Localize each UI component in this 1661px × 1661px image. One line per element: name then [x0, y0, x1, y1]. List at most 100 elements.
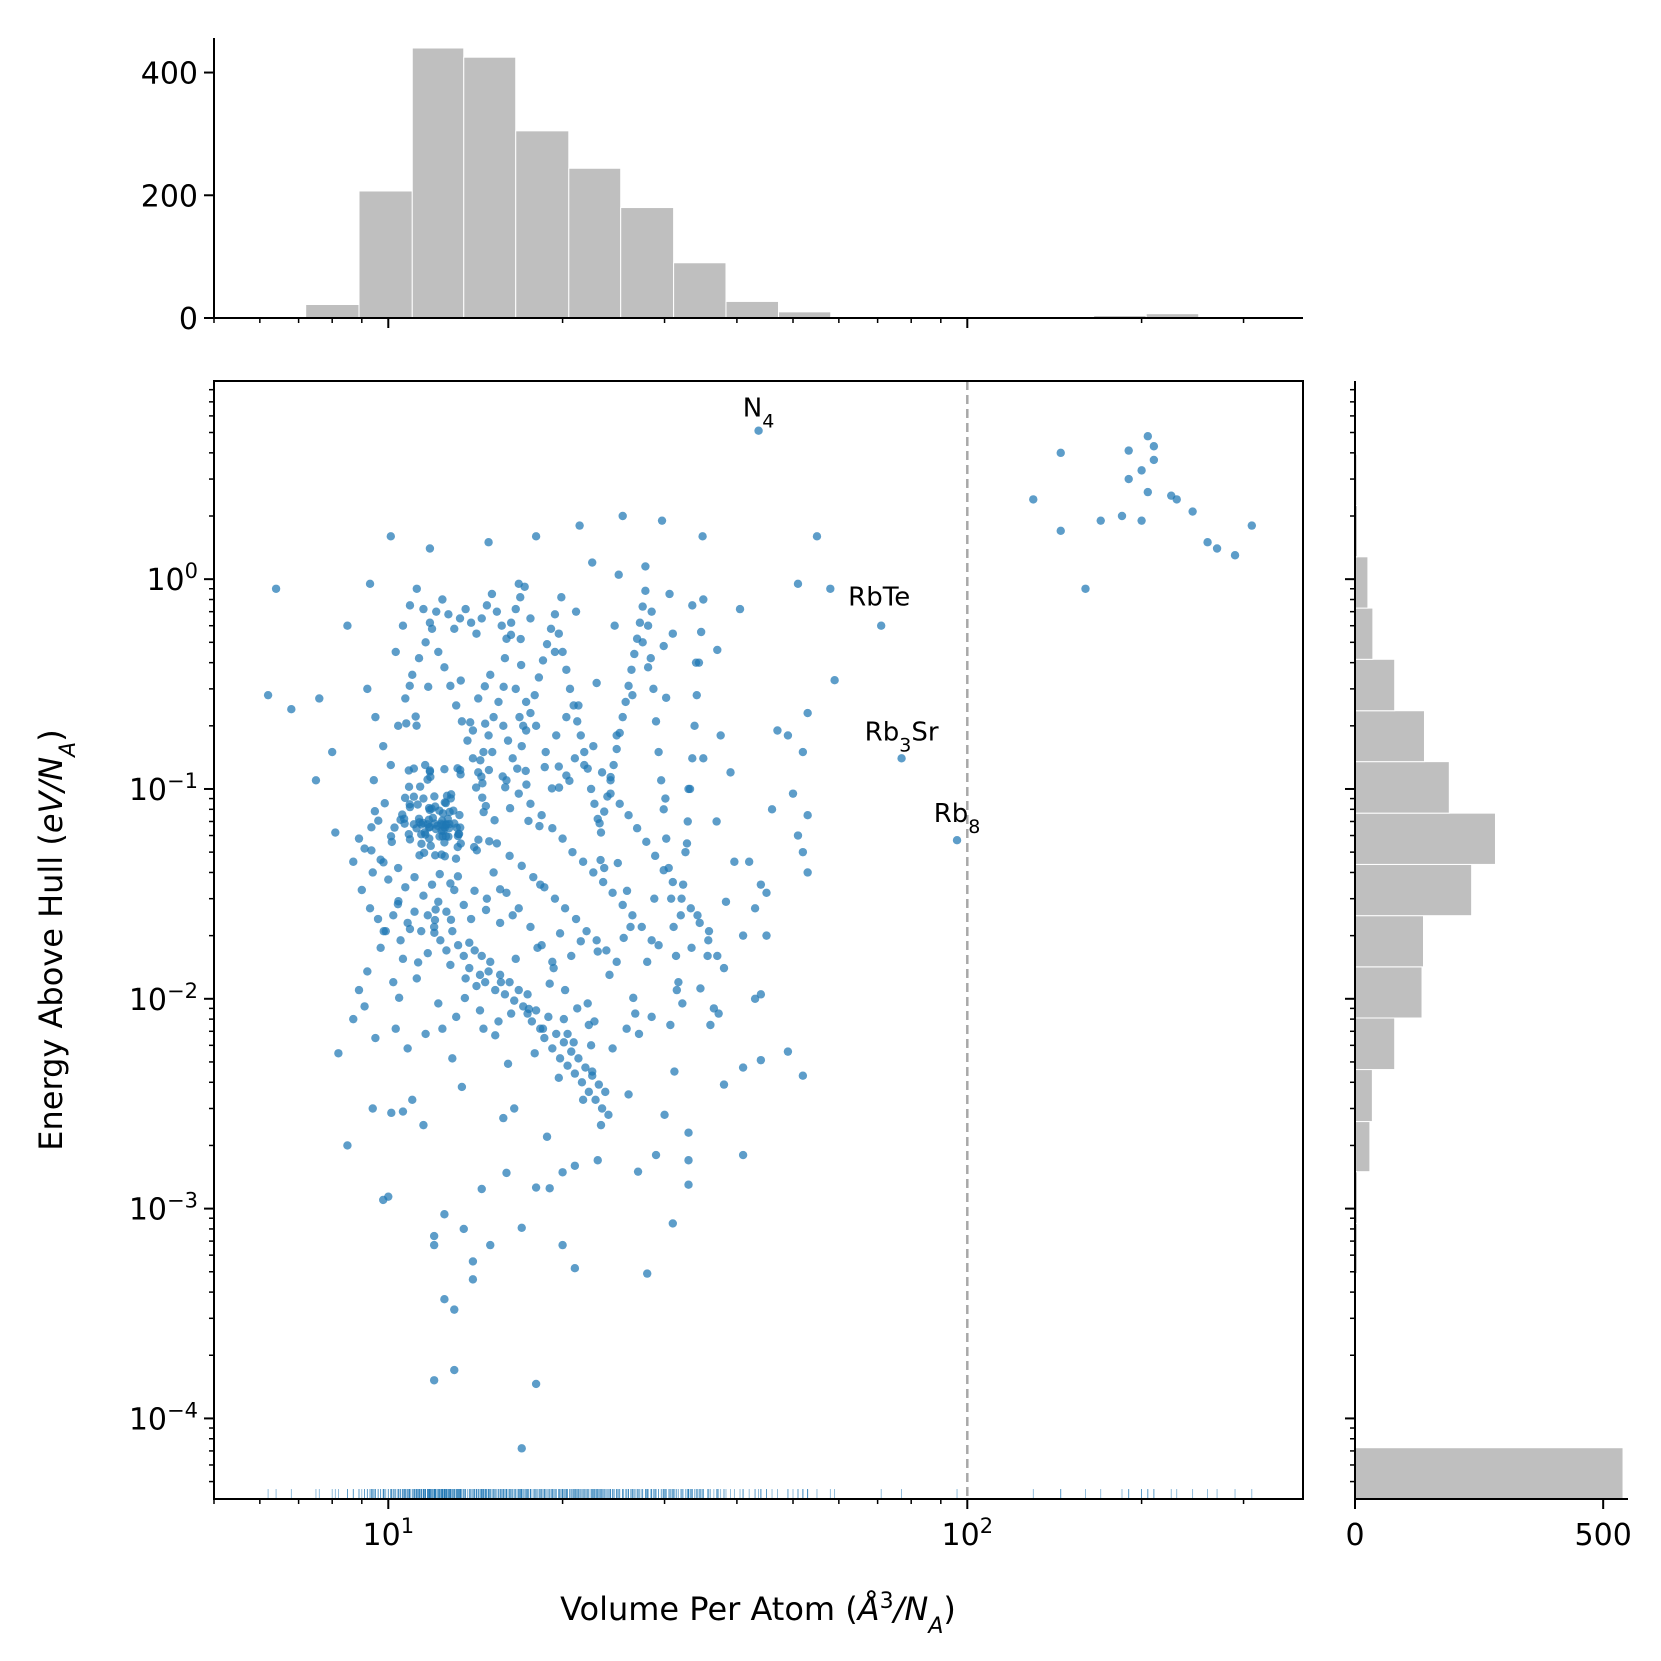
scatter-point	[472, 981, 481, 991]
scatter-point	[668, 877, 677, 887]
scatter-point	[417, 839, 426, 849]
scatter-point	[554, 629, 563, 638]
scatter-point	[505, 851, 514, 861]
scatter-point	[485, 837, 494, 846]
scatter-point	[605, 970, 614, 980]
scatter-point	[713, 951, 722, 961]
scatter-point	[531, 1379, 541, 1389]
scatter-point	[610, 621, 619, 630]
right-histogram-bar	[1354, 1069, 1373, 1123]
scatter-point	[1143, 432, 1153, 441]
right-histogram-axes: 0 500	[1345, 381, 1632, 1553]
scatter-point	[432, 607, 441, 616]
scatter-point	[466, 914, 476, 924]
scatter-point	[721, 897, 731, 906]
scatter-point	[678, 999, 687, 1008]
scatter-point	[470, 946, 479, 955]
scatter-point	[738, 1063, 748, 1072]
right-x-tick-label: 500	[1575, 1518, 1632, 1553]
scatter-point	[445, 819, 454, 829]
scatter-point	[389, 911, 398, 920]
scatter-point	[589, 741, 598, 751]
scatter-point	[499, 721, 508, 731]
scatter-point	[484, 538, 493, 547]
scatter-point	[438, 1024, 447, 1033]
scatter-point	[491, 1031, 500, 1040]
scatter-point	[492, 607, 502, 616]
scatter-point	[1081, 584, 1090, 593]
scatter-point	[511, 684, 520, 694]
scatter-point	[706, 1020, 715, 1030]
scatter-point	[550, 610, 560, 619]
y-tick-label: 10−1	[129, 769, 198, 808]
scatter-point	[661, 693, 671, 702]
scatter-point	[592, 678, 601, 688]
top-histogram-bar	[305, 304, 360, 319]
scatter-point	[465, 963, 474, 973]
top-histogram-bar	[568, 167, 622, 319]
scatter-point	[367, 823, 376, 832]
scatter-point	[455, 810, 464, 820]
scatter-point	[1117, 511, 1127, 521]
scatter-point	[548, 1044, 557, 1053]
scatter-point	[629, 993, 638, 1003]
scatter-point	[601, 1087, 610, 1097]
scatter-point	[526, 614, 535, 623]
scatter-point	[1172, 495, 1181, 504]
scatter-point	[699, 595, 708, 604]
scatter-point	[430, 915, 440, 925]
scatter-point	[726, 768, 735, 777]
scatter-point	[489, 712, 498, 722]
scatter-point	[393, 863, 403, 873]
scatter-point	[521, 726, 531, 735]
scatter-point	[519, 1002, 528, 1011]
scatter-point	[520, 582, 529, 591]
scatter-point	[1149, 442, 1159, 451]
scatter-point	[482, 894, 492, 903]
scatter-point	[716, 731, 725, 740]
scatter-point	[499, 1113, 508, 1123]
scatter-point	[438, 595, 447, 604]
scatter-point	[465, 938, 474, 947]
y-tick-label: 10−4	[129, 1398, 198, 1437]
scatter-point	[597, 1104, 607, 1113]
scatter-point	[661, 794, 670, 803]
scatter-point	[401, 694, 410, 703]
scatter-point	[408, 1095, 417, 1105]
scatter-point	[570, 1161, 580, 1170]
scatter-point	[495, 885, 505, 894]
scatter-point	[545, 979, 554, 988]
scatter-point	[570, 1263, 580, 1273]
right-histogram-bar	[1354, 1017, 1396, 1071]
scatter-point	[405, 601, 415, 610]
scatter-point	[598, 877, 608, 887]
scatter-point	[535, 821, 544, 831]
scatter-point	[686, 904, 695, 913]
scatter-point	[343, 1141, 352, 1150]
scatter-point	[952, 836, 962, 845]
scatter-point	[1188, 507, 1197, 516]
scatter-point	[641, 562, 650, 571]
scatter-point	[529, 872, 538, 882]
scatter-point	[505, 804, 515, 813]
scatter-point	[621, 697, 630, 707]
scatter-point	[444, 610, 453, 619]
scatter-point	[497, 621, 506, 630]
scatter-point	[400, 793, 410, 803]
scatter-point	[635, 618, 645, 627]
scatter-point	[646, 654, 655, 663]
scatter-point	[558, 834, 567, 843]
scatter-point	[459, 951, 468, 961]
top-y-tick-label: 0	[179, 302, 198, 337]
scatter-point	[671, 951, 681, 961]
scatter-point	[429, 1240, 439, 1250]
scatter-point	[480, 719, 490, 728]
scatter-point	[517, 861, 526, 871]
scatter-point	[548, 957, 557, 967]
scatter-point	[555, 929, 565, 938]
scatter-point	[486, 670, 495, 680]
scatter-point	[668, 1219, 677, 1228]
scatter-point	[624, 681, 633, 691]
scatter-point	[550, 647, 560, 657]
scatter-point	[390, 823, 399, 832]
